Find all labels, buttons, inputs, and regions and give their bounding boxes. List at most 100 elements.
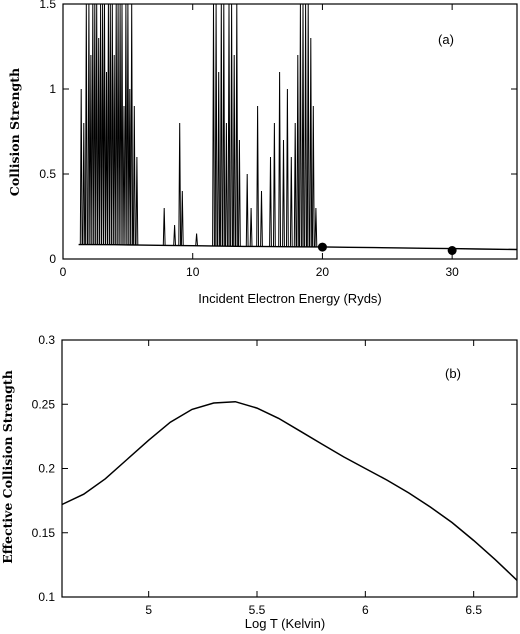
resonance-peak xyxy=(91,3,95,245)
y-tick-label: 0 xyxy=(49,252,56,266)
resonance-peak xyxy=(296,54,300,247)
resonance-peak xyxy=(245,173,249,247)
y-tick-label: 0.1 xyxy=(38,590,55,604)
x-tick-label: 5.5 xyxy=(249,603,266,617)
x-axis-title-b: Log T (Kelvin) xyxy=(245,616,325,631)
resonance-peak xyxy=(112,54,116,245)
resonance-peak xyxy=(89,54,93,245)
resonance-peak xyxy=(79,88,83,245)
x-axis-ticks-b: 5 5.5 6 6.5 xyxy=(145,340,482,617)
x-tick-label: 6.5 xyxy=(465,603,482,617)
resonance-peak xyxy=(306,3,310,247)
resonance-peak xyxy=(110,3,114,245)
resonance-peak xyxy=(95,3,99,245)
resonance-peak xyxy=(99,3,102,245)
x-tick-label: 5 xyxy=(145,603,152,617)
resonance-peak xyxy=(122,105,126,245)
resonance-peak xyxy=(289,156,293,247)
resonance-peak xyxy=(227,3,231,247)
resonance-peak xyxy=(105,71,108,245)
resonance-peak xyxy=(278,71,281,247)
x-tick-label: 30 xyxy=(445,265,459,279)
resonance-peak xyxy=(124,3,128,245)
resonance-peak xyxy=(299,3,302,247)
resonance-peak xyxy=(222,3,226,247)
resonance-peak xyxy=(107,3,110,245)
resonance-peak xyxy=(108,3,112,245)
resonance-peak xyxy=(219,3,223,247)
y-axis-ticks-a: 0 0.5 1 1.5 xyxy=(39,0,517,266)
resonance-peak xyxy=(238,139,241,247)
resonance-peak xyxy=(120,3,124,245)
series-group-b xyxy=(61,400,518,581)
resonance-peak xyxy=(128,88,132,245)
x-axis-ticks-a: 0 10 20 30 xyxy=(60,4,459,279)
resonance-peak xyxy=(304,3,307,247)
y-tick-label: 0.25 xyxy=(32,397,56,411)
resonance-peak xyxy=(116,3,120,245)
resonance-peak xyxy=(217,71,221,247)
resonance-peak xyxy=(126,3,130,245)
resonance-peak xyxy=(214,3,218,247)
resonance-peak xyxy=(269,156,272,247)
resonance-peak xyxy=(301,3,305,247)
resonance-peak xyxy=(103,3,106,245)
x-tick-label: 20 xyxy=(316,265,330,279)
plot-frame-a xyxy=(62,3,518,260)
panel-a: 0 10 20 30 0 0.5 1 1.5 (a) Incident Electron E… xyxy=(7,0,518,306)
data-point xyxy=(317,242,327,252)
resonance-peak xyxy=(101,3,104,245)
data-point xyxy=(447,246,457,255)
resonance-peak xyxy=(173,224,176,246)
effective-collision-strength-line xyxy=(61,400,518,581)
resonance-peak xyxy=(225,122,228,247)
resonance-peak xyxy=(178,122,182,246)
y-tick-label: 1.5 xyxy=(39,0,56,11)
panel-label-b: (b) xyxy=(445,366,461,381)
resonance-peak xyxy=(180,190,184,246)
y-axis-title-a: Collision Strength xyxy=(7,68,22,196)
panel-label-a: (a) xyxy=(438,32,454,47)
resonance-peak xyxy=(230,3,233,247)
y-tick-label: 0.15 xyxy=(32,526,56,540)
resonance-peak xyxy=(135,156,139,246)
resonance-peak xyxy=(314,207,318,247)
resonance-peak xyxy=(212,3,215,247)
resonance-peak xyxy=(273,122,276,247)
x-tick-label: 6 xyxy=(362,603,369,617)
x-axis-title-a: Incident Electron Energy (Ryds) xyxy=(198,291,382,306)
resonance-peak xyxy=(84,3,88,245)
resonance-peak xyxy=(118,3,122,245)
resonance-peak xyxy=(309,37,313,247)
resonance-peak xyxy=(286,88,289,247)
resonance-peak xyxy=(195,233,198,246)
resonance-peak xyxy=(82,122,86,245)
resonance-peak xyxy=(293,122,297,247)
panel-b: 5 5.5 6 6.5 0.1 0.15 0.2 0.25 0.3 (b) Log T (Ke… xyxy=(0,333,518,631)
resonance-peak xyxy=(260,190,263,247)
resonance-peak xyxy=(232,54,236,247)
resonance-peak xyxy=(256,105,259,247)
series-group-a xyxy=(78,3,518,255)
resonance-peak xyxy=(162,207,166,246)
resonance-peak xyxy=(114,3,118,245)
resonance-peak xyxy=(311,105,315,247)
resonance-peak xyxy=(97,37,101,245)
resonance-peak xyxy=(87,3,91,245)
resonance-peak xyxy=(249,207,253,247)
y-tick-label: 0.2 xyxy=(38,462,55,476)
y-tick-label: 1 xyxy=(49,82,56,96)
resonance-peak xyxy=(93,3,97,245)
y-axis-ticks-b: 0.1 0.15 0.2 0.25 0.3 xyxy=(32,333,517,604)
y-tick-label: 0.5 xyxy=(39,167,56,181)
y-tick-label: 0.3 xyxy=(38,333,55,347)
resonance-peak xyxy=(282,139,285,247)
resonance-peak xyxy=(235,3,239,247)
y-axis-title-b: Effective Collision Strength xyxy=(0,370,15,564)
background-collision-curve xyxy=(78,243,518,251)
x-tick-label: 10 xyxy=(186,265,200,279)
resonance-peak xyxy=(130,3,134,245)
x-tick-label: 0 xyxy=(60,265,67,279)
resonance-peak xyxy=(132,105,136,246)
